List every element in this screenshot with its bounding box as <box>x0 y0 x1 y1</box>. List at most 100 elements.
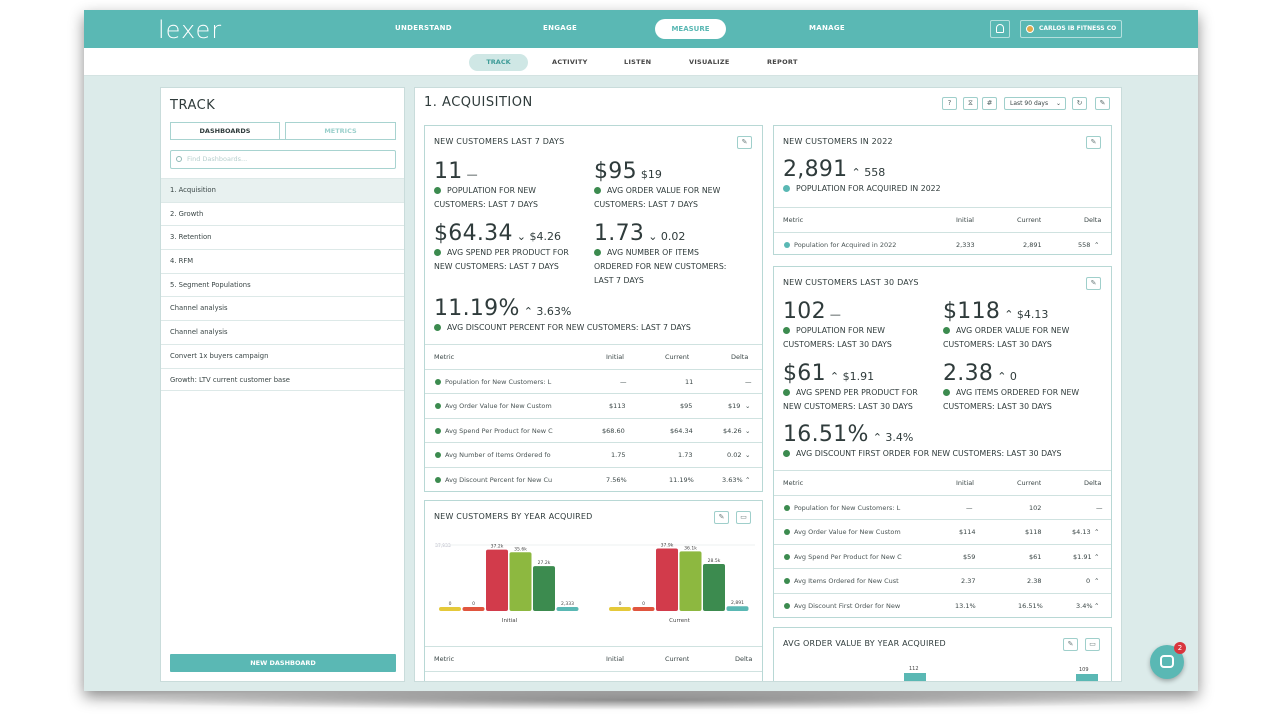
table-row[interactable]: Avg Spend Per Product for New C $68.60 $64… <box>425 417 762 443</box>
kpi-avg-discount: 11.19% ⌃ 3.63% AVG DISCOUNT PERCENT FOR N… <box>434 296 691 335</box>
lexer-logo[interactable]: lexer <box>158 16 223 44</box>
table-row[interactable]: Avg Items Ordered for New Cust 2.37 2.38 0 ⌃ <box>774 568 1111 593</box>
status-dot <box>783 450 790 457</box>
dashboard-item[interactable]: Channel analysis <box>161 296 404 320</box>
bar <box>486 549 508 611</box>
bar-value-label: 0 <box>472 601 475 607</box>
sub-nav: TRACK ACTIVITY LISTEN VISUALIZE REPORT <box>84 48 1198 76</box>
table-row[interactable]: Avg Order Value for New Custom $113 $95 $19… <box>425 393 762 418</box>
dashboard-item[interactable]: Channel analysis <box>161 320 404 344</box>
dashboard-item[interactable]: 1. Acquisition <box>161 178 404 202</box>
status-dot <box>435 427 441 434</box>
row-initial: $59 <box>963 552 976 561</box>
dashboard-item[interactable]: 2. Growth <box>161 201 404 226</box>
card-edit-button[interactable]: ✎ <box>737 136 752 149</box>
status-dot <box>784 578 790 584</box>
status-dot <box>943 327 950 334</box>
layout-button[interactable]: # <box>982 97 997 110</box>
tab-dashboards[interactable]: DASHBOARDS <box>170 122 280 140</box>
card-present-button[interactable]: ▭ <box>736 511 751 524</box>
period-select[interactable]: Last 90 days ⌄ <box>1004 97 1066 110</box>
subnav-track[interactable]: TRACK <box>469 54 528 71</box>
table-row[interactable]: Population for Acquired in 2018 <box>425 670 762 682</box>
bar-value-label: 0 <box>449 601 452 607</box>
sidebar-title: TRACK <box>170 98 216 113</box>
kpi-delta: $19 <box>640 168 662 181</box>
chevron-up-icon: ⌃ <box>1094 528 1100 536</box>
kpi-delta: — <box>466 168 478 181</box>
row-current: 2.38 <box>1027 577 1042 585</box>
kpi-delta: 3.4% <box>885 431 914 444</box>
help-button[interactable]: ? <box>942 97 957 110</box>
header-metric: Metric <box>783 216 804 224</box>
card-edit-button[interactable]: ✎ <box>1086 136 1101 149</box>
refresh-icon: ↻ <box>1076 99 1083 107</box>
metrics-table: Metric Initial Current Delta Population … <box>425 646 762 682</box>
subnav-visualize[interactable]: VISUALIZE <box>689 58 730 66</box>
table-row[interactable]: Avg Discount First Order for New 13.1% 16.… <box>774 592 1111 618</box>
refresh-button[interactable]: ↻ <box>1072 97 1087 110</box>
help-icon: ? <box>947 99 952 107</box>
row-delta: $4.26 <box>723 426 742 435</box>
status-dot <box>594 249 601 256</box>
card-aov-by-year: AVG ORDER VALUE BY YEAR ACQUIRED ✎ ▭ 112… <box>773 627 1112 681</box>
header-initial: Initial <box>956 216 974 224</box>
chevron-up-icon: ⌃ <box>523 305 533 318</box>
header-delta: Delta <box>1084 479 1102 487</box>
table-row[interactable]: Avg Number of Items Ordered fo 1.75 1.73 0.… <box>425 442 762 467</box>
dashboard-search-input[interactable]: Find Dashboards... <box>170 150 396 169</box>
card-title: NEW CUSTOMERS BY YEAR ACQUIRED <box>434 512 593 521</box>
header-initial: Initial <box>956 479 974 487</box>
dashboard-item[interactable]: Growth: LTV current customer base <box>161 367 404 392</box>
row-delta: 3.4% <box>1076 601 1093 610</box>
card-edit-button[interactable]: ✎ <box>714 511 729 524</box>
table-row[interactable]: Avg Order Value for New Custom $114 $118 $4… <box>774 519 1111 544</box>
card-present-button[interactable]: ▭ <box>1085 638 1100 651</box>
new-dashboard-button[interactable]: NEW DASHBOARD <box>170 654 396 672</box>
bar <box>533 566 555 611</box>
chevron-down-icon: ⌄ <box>745 426 751 435</box>
table-row[interactable]: Population for New Customers: L — 102 — <box>774 494 1111 520</box>
header-current: Current <box>1017 479 1042 487</box>
kpi-value: $61 <box>783 361 826 386</box>
subnav-activity[interactable]: ACTIVITY <box>552 58 588 66</box>
table-row[interactable]: Avg Spend Per Product for New C $59 $61 $1.… <box>774 543 1111 569</box>
dashboard-item[interactable]: 5. Segment Populations <box>161 272 404 297</box>
row-delta: 558 <box>1078 240 1091 249</box>
card-edit-button[interactable]: ✎ <box>1086 277 1101 290</box>
nav-engage[interactable]: ENGAGE <box>543 24 578 32</box>
status-dot <box>784 504 790 511</box>
row-current: 11.19% <box>669 475 694 484</box>
nav-understand[interactable]: UNDERSTAND <box>395 24 452 32</box>
chevron-up-icon: ⌃ <box>745 475 751 484</box>
table-row[interactable]: Population for Acquired in 2022 2,333 2,89… <box>774 231 1111 257</box>
status-dot <box>784 529 790 535</box>
nav-manage[interactable]: MANAGE <box>809 24 845 32</box>
org-switcher[interactable]: CARLOS IB FITNESS CO <box>1020 20 1122 38</box>
chat-launcher[interactable]: 2 <box>1150 642 1186 679</box>
table-row[interactable]: Avg Discount Percent for New Cu 7.56% 11.1… <box>425 466 762 492</box>
row-metric: Population for Acquired in 2018 <box>445 672 557 682</box>
table-row[interactable]: Population for New Customers: L — 11 — <box>425 368 762 394</box>
dashboard-item[interactable]: 4. RFM <box>161 249 404 273</box>
chevron-up-icon: ⌃ <box>1094 577 1100 585</box>
chevron-up-icon: ⌃ <box>829 370 840 383</box>
org-avatar-icon <box>1026 25 1034 33</box>
filter-button[interactable]: ⧖ <box>963 97 978 110</box>
row-initial: 13.1% <box>955 601 976 610</box>
subnav-listen[interactable]: LISTEN <box>624 58 652 66</box>
row-metric: Population for New Customers: L <box>445 377 552 386</box>
subnav-report[interactable]: REPORT <box>767 58 798 66</box>
kpi-delta: 558 <box>864 166 886 179</box>
kpi-label: AVG DISCOUNT PERCENT FOR NEW CUSTOMERS: … <box>447 323 691 332</box>
table-header: Metric Initial Current Delta <box>774 207 1111 232</box>
dashboard-item[interactable]: 3. Retention <box>161 225 404 249</box>
chevron-up-icon: ⌃ <box>1094 240 1100 249</box>
tab-metrics[interactable]: METRICS <box>285 122 396 140</box>
notifications-button[interactable] <box>990 20 1010 38</box>
dashboard-item[interactable]: Convert 1x buyers campaign <box>161 343 404 368</box>
edit-dashboard-button[interactable]: ✎ <box>1095 97 1110 110</box>
nav-measure[interactable]: MEASURE <box>655 19 726 39</box>
card-edit-button[interactable]: ✎ <box>1063 638 1078 651</box>
kpi-label: LAST 7 DAYS <box>594 276 644 285</box>
